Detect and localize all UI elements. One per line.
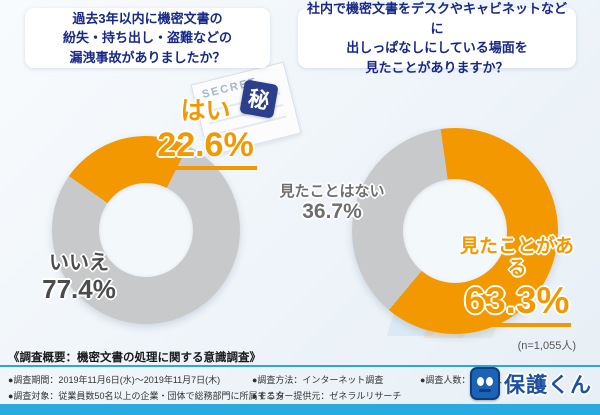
label-seen: 見たことがある 63.3%	[452, 236, 582, 328]
survey-item-target: ●調査対象：従業員数50名以上の企業・団体で総務部門に所属する方	[8, 391, 285, 401]
label-seen-value: 63.3%	[462, 280, 572, 328]
left-donut-hole	[99, 183, 193, 277]
sample-size-note: (n=1,055人)	[517, 340, 576, 352]
mascot-icon	[470, 367, 500, 400]
mascot-eye	[477, 377, 484, 386]
mascot-mouth	[479, 389, 491, 392]
question-box-left: 過去3年以内に機密文書の 紛失・持ち出し・盗難などの 漏洩事故がありましたか？	[25, 8, 270, 68]
survey-heading: 《調査概要：機密文書の処理に関する意識調査》	[8, 352, 261, 364]
survey-item-period: ●調査期間：2019年11月6日(水)～2019年11月7日(木)	[8, 375, 221, 385]
label-yes: はい 22.6%	[128, 97, 283, 170]
survey-item-monitor: ●モニター提供元：ゼネラルリサーチ	[252, 391, 402, 401]
divider-line	[0, 365, 600, 367]
logo-text: 保護くん	[504, 373, 592, 397]
label-no-value: 77.4%	[42, 274, 116, 304]
right-donut-chart	[352, 128, 558, 334]
label-seen-text: 見たことがある	[459, 236, 574, 279]
label-no: いいえ 77.4%	[24, 252, 134, 305]
hogokun-logo: 保護くん	[470, 367, 592, 400]
survey-item-count: ●調査人数：1,057人	[420, 375, 502, 385]
label-yes-value: 22.6%	[154, 126, 257, 170]
label-not-seen-text: 見たことはない	[279, 183, 385, 200]
label-not-seen: 見たことはない 36.7%	[272, 183, 392, 224]
label-yes-text: はい	[180, 97, 231, 125]
bottom-accent-bar	[0, 404, 600, 415]
survey-item-method: ●調査方法：インターネット調査	[252, 375, 384, 385]
label-no-text: いいえ	[49, 252, 109, 274]
mascot-eye	[486, 377, 493, 386]
right-donut-hole	[403, 179, 507, 283]
question-box-right: 社内で機密文書をデスクやキャビネットなどに 出しっぱなしにしている場面を 見たこ…	[298, 1, 576, 75]
label-not-seen-value: 36.7%	[302, 200, 362, 224]
